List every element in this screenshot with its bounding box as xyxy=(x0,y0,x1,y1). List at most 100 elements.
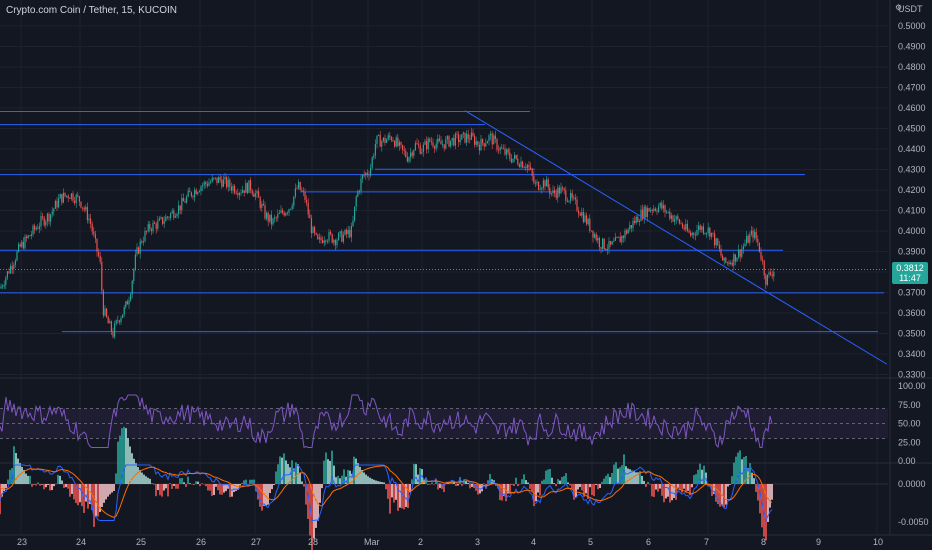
candle-body xyxy=(357,191,359,197)
macd-histogram-bar xyxy=(61,480,63,484)
candle-body xyxy=(682,223,684,228)
descending-trendline[interactable] xyxy=(464,110,888,365)
candle-body xyxy=(107,317,109,324)
grid-lines xyxy=(0,0,932,536)
macd-histogram-bar xyxy=(605,475,607,484)
candle-body xyxy=(773,272,775,277)
macd-histogram-bar xyxy=(745,455,747,484)
candle-body xyxy=(214,177,216,179)
price-axis[interactable]: 0.5000 0.4900 0.4800 0.4700 0.4600 0.4500 0.44… xyxy=(898,21,926,380)
candle-body xyxy=(146,231,148,232)
macd-histogram-bar xyxy=(399,484,401,508)
candle-body xyxy=(67,195,69,199)
time-axis[interactable]: 23 24 25 26 27 28 Mar 2 3 4 5 6 7 8 9 10 xyxy=(17,537,883,547)
candle-body xyxy=(578,210,580,214)
candle-body xyxy=(59,194,61,199)
macd-histogram-bar xyxy=(301,481,303,484)
macd-histogram-bar xyxy=(717,484,719,505)
macd-histogram-bar xyxy=(81,484,83,507)
macd-histogram-bar xyxy=(671,484,673,501)
candle-body xyxy=(387,135,389,140)
candle-body xyxy=(282,210,284,213)
macd-histogram-bar xyxy=(317,484,319,521)
candle-body xyxy=(286,212,288,214)
candle-body xyxy=(645,206,647,218)
candle-body xyxy=(461,134,463,140)
macd-histogram-bar xyxy=(359,466,361,484)
macd-histogram-bar xyxy=(539,484,541,496)
macd-histogram-bar xyxy=(405,484,407,507)
candle-body xyxy=(747,236,749,243)
candle-body xyxy=(19,244,21,247)
price-tick-label: 0.4600 xyxy=(898,103,926,113)
candle-body xyxy=(354,206,356,221)
candle-body xyxy=(266,212,268,219)
macd-histogram-bar xyxy=(639,471,641,484)
candle-body xyxy=(35,228,37,230)
candle-body xyxy=(691,232,693,236)
candle-body xyxy=(285,213,287,216)
candle-body xyxy=(634,220,636,223)
candle-body xyxy=(259,197,261,208)
macd-histogram-bar xyxy=(699,463,701,484)
candle-body xyxy=(594,234,596,238)
candle-body xyxy=(683,227,685,230)
candle-body xyxy=(646,208,648,218)
candle-body xyxy=(251,190,253,194)
macd-histogram-bar xyxy=(645,484,647,487)
macd-histogram-bar xyxy=(223,484,225,493)
macd-histogram-bar xyxy=(331,450,333,484)
macd-histogram-bar xyxy=(553,483,555,484)
macd-histogram-bar xyxy=(679,484,681,491)
candle-body xyxy=(523,167,525,169)
candle-body xyxy=(253,193,255,197)
candle-body xyxy=(728,262,730,264)
candle-body xyxy=(186,196,188,203)
candle-body xyxy=(514,155,516,159)
candle-body xyxy=(133,269,135,281)
candle-body xyxy=(158,218,160,221)
candle-body xyxy=(77,194,79,197)
candle-body xyxy=(466,134,468,143)
macd-histogram-bar xyxy=(241,483,243,484)
macd-histogram-bar xyxy=(613,464,615,484)
settings-icon[interactable]: ⚙ xyxy=(895,3,903,12)
candle-body xyxy=(696,229,698,236)
time-tick-label: 25 xyxy=(136,537,146,547)
candle-body xyxy=(110,321,112,332)
candle-body xyxy=(739,249,741,257)
macd-histogram-bar xyxy=(221,484,223,495)
candle-body xyxy=(371,157,373,168)
macd-histogram-bar xyxy=(471,484,473,487)
candle-body xyxy=(170,213,172,218)
candle-body xyxy=(411,152,413,156)
macd-histogram-bar xyxy=(77,484,79,506)
time-tick-label: 2 xyxy=(418,537,423,547)
macd-histogram-bar xyxy=(203,484,205,485)
macd-histogram-bar xyxy=(647,481,649,484)
candle-body xyxy=(579,213,581,216)
macd-histogram-bar xyxy=(155,484,157,497)
candle-body xyxy=(549,187,551,195)
macd-histogram-bar xyxy=(515,477,517,484)
macd-histogram-bar xyxy=(73,484,75,500)
candle-body xyxy=(376,135,378,145)
candle-body xyxy=(766,274,768,285)
macd-histogram-bar xyxy=(21,466,23,484)
candle-body xyxy=(744,243,746,247)
candle-body xyxy=(141,241,143,243)
macd-histogram-bar xyxy=(377,481,379,484)
candle-body xyxy=(478,144,480,151)
candle-body xyxy=(501,147,503,149)
time-tick-label: 24 xyxy=(76,537,86,547)
macd-tick-label: -0.0050 xyxy=(898,517,929,527)
macd-histogram-bar xyxy=(175,484,177,489)
macd-histogram-bar xyxy=(277,464,279,484)
macd-histogram-bar xyxy=(23,469,25,484)
macd-histogram-bar xyxy=(557,479,559,484)
macd-histogram-bar xyxy=(233,484,235,493)
candle-body xyxy=(123,307,125,315)
candle-body xyxy=(184,201,186,203)
candle-body xyxy=(224,177,226,180)
